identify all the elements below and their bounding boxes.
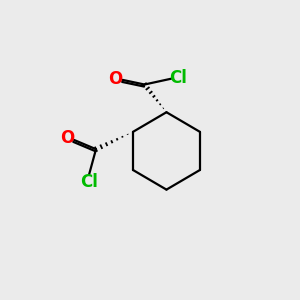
Text: Cl: Cl [80,172,98,190]
Text: O: O [60,129,74,147]
Text: O: O [109,70,123,88]
Text: Cl: Cl [169,69,187,87]
